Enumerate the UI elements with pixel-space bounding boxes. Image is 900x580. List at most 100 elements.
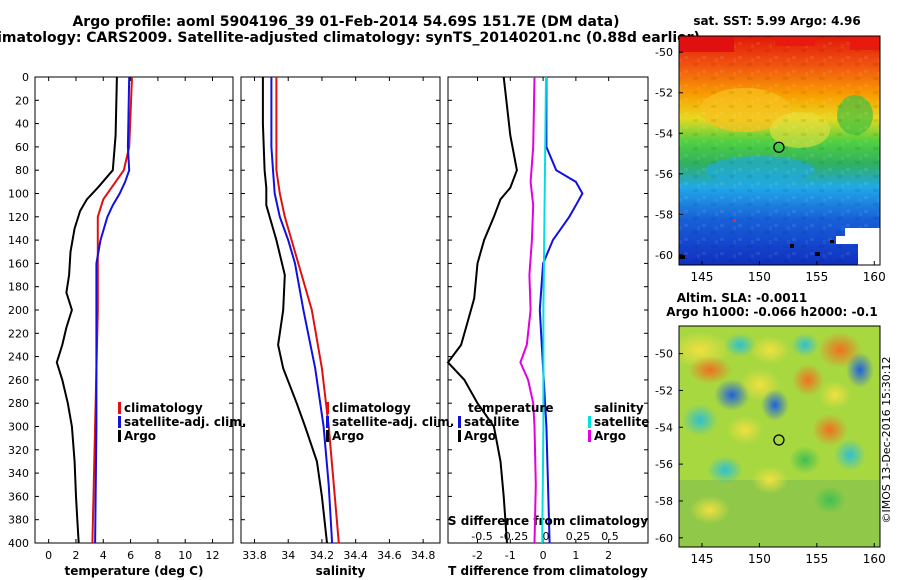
sst-argo-position-marker <box>773 141 785 153</box>
series-line-s-satellite <box>541 76 547 544</box>
legend-swatch-black <box>118 430 121 442</box>
s-axis-label: S difference from climatology <box>448 514 648 528</box>
imos-credit: ©IMOS 13-Dec-2016 15:30:12 <box>880 357 893 524</box>
map-y-tick-label: -54 <box>655 421 673 434</box>
legend-label: climatology <box>332 401 411 415</box>
y-tick-label: 300 <box>8 421 29 434</box>
y-tick-label: 400 <box>8 537 29 550</box>
x-tick-label: 0 <box>45 549 52 562</box>
x-tick-label: -2 <box>472 549 483 562</box>
x-tick-label: 34.4 <box>343 549 368 562</box>
map-x-tick-label: 160 <box>863 270 886 284</box>
s-tick-label: -0.25 <box>500 530 528 543</box>
map-y-tick-label: -52 <box>655 87 673 100</box>
legend-swatch-blue <box>326 416 329 428</box>
map-x-tick-label: 150 <box>748 270 771 284</box>
map-x-tick-label: 155 <box>805 552 828 566</box>
s-tick-label: 0 <box>543 530 550 543</box>
x-tick-label: 1 <box>572 549 579 562</box>
series-line-climatology <box>91 76 133 544</box>
y-tick-label: 40 <box>15 118 29 131</box>
sst-map-axes: 145 150 155 160 -50 -52 -54 -56 -58 -60 <box>655 46 886 284</box>
legend-label: Argo <box>124 429 156 443</box>
sst-map-title: sat. SST: 5.99 Argo: 4.96 <box>693 14 860 28</box>
y-tick-label: 160 <box>8 257 29 270</box>
legend-swatch-black <box>458 430 461 442</box>
legend-label: Argo <box>464 429 496 443</box>
map-x-tick-label: 155 <box>805 270 828 284</box>
y-tick-label: 140 <box>8 234 29 247</box>
series-line-t-satellite <box>538 77 584 544</box>
x-tick-label: 34.6 <box>377 549 402 562</box>
map-y-tick-label: -56 <box>655 168 673 181</box>
series-line-satellite-adj-clim- <box>270 77 334 544</box>
x-tick-label: 33.8 <box>242 549 267 562</box>
map-x-tick-label: 145 <box>691 270 714 284</box>
legend-swatch-red <box>326 402 329 414</box>
map-y-tick-label: -54 <box>655 127 673 140</box>
sst-map-image <box>679 36 880 265</box>
x-tick-label: 0 <box>540 549 547 562</box>
y-tick-label: 360 <box>8 490 29 503</box>
legend-swatch-magenta <box>588 430 591 442</box>
y-tick-label: 220 <box>8 327 29 340</box>
x-tick-label: 2 <box>605 549 612 562</box>
map-y-tick-label: -60 <box>655 532 673 545</box>
legend-title-salinity: salinity <box>594 401 644 415</box>
legend-label: climatology <box>124 401 203 415</box>
legend-label: satellite <box>464 415 519 429</box>
sla-map-axes: 145 150 155 160 -50 -52 -54 -56 -58 -60 <box>655 348 886 566</box>
y-tick-label: 120 <box>8 211 29 224</box>
series-line-satellite-adj-clim- <box>94 76 131 544</box>
series-line-argo <box>55 76 118 544</box>
x-tick-label: 34.8 <box>411 549 436 562</box>
s-tick-label: 0.5 <box>601 530 619 543</box>
y-tick-label: 20 <box>15 94 29 107</box>
map-y-tick-label: -52 <box>655 384 673 397</box>
series-line-argo <box>261 77 328 544</box>
y-tick-label: 180 <box>8 281 29 294</box>
y-tick-label: 100 <box>8 188 29 201</box>
map-x-tick-label: 160 <box>863 552 886 566</box>
y-tick-label: 380 <box>8 514 29 527</box>
x-axis-label: T difference from climatology <box>448 564 648 578</box>
y-tick-label: 340 <box>8 467 29 480</box>
y-tick-label: 80 <box>15 164 29 177</box>
difference-panel: -2 -1 0 1 2 T difference from climatology -0.5… <box>446 76 649 578</box>
legend-label: Argo <box>332 429 364 443</box>
y-tick-label: 260 <box>8 374 29 387</box>
map-y-tick-label: -58 <box>655 208 673 221</box>
sst-map-panel: sat. SST: 5.99 Argo: 4.96 145 150 155 160 -5… <box>655 14 886 284</box>
x-tick-label: -1 <box>505 549 516 562</box>
x-axis-label: salinity <box>316 564 366 578</box>
legend-label: satellite-adj. clim. <box>332 415 454 429</box>
x-tick-label: 6 <box>127 549 134 562</box>
x-tick-label: 34.2 <box>310 549 335 562</box>
legend-swatch-blue <box>458 416 461 428</box>
legend-title-temperature: temperature <box>468 401 553 415</box>
x-tick-label: 2 <box>72 549 79 562</box>
y-tick-label: 0 <box>22 71 29 84</box>
header-line-2: Climatology: CARS2009. Satellite-adjuste… <box>0 30 700 46</box>
map-y-tick-label: -56 <box>655 458 673 471</box>
legend-swatch-red <box>118 402 121 414</box>
y-tick-label: 200 <box>8 304 29 317</box>
sla-map-title: Altim. SLA: -0.0011 <box>677 291 808 305</box>
y-tick-label: 60 <box>15 141 29 154</box>
x-tick-label: 4 <box>100 549 107 562</box>
legend-swatch-cyan <box>588 416 591 428</box>
x-tick-label: 8 <box>154 549 161 562</box>
x-tick-label: 12 <box>206 549 220 562</box>
map-y-tick-label: -50 <box>655 46 673 59</box>
y-tick-label: 320 <box>8 444 29 457</box>
s-tick-label: -0.5 <box>471 530 492 543</box>
map-y-tick-label: -50 <box>655 348 673 361</box>
salinity-panel: 33.8 34 34.2 34.4 34.6 34.8 salinity climatolog… <box>240 76 454 578</box>
x-tick-label: 34 <box>281 549 295 562</box>
sla-map-image <box>679 326 880 547</box>
map-y-tick-label: -58 <box>655 495 673 508</box>
series-line-t-argo <box>446 76 518 544</box>
sla-map-panel: Altim. SLA: -0.0011 Argo h1000: -0.066 h… <box>655 291 886 566</box>
plot-temperature-frame <box>34 76 234 544</box>
